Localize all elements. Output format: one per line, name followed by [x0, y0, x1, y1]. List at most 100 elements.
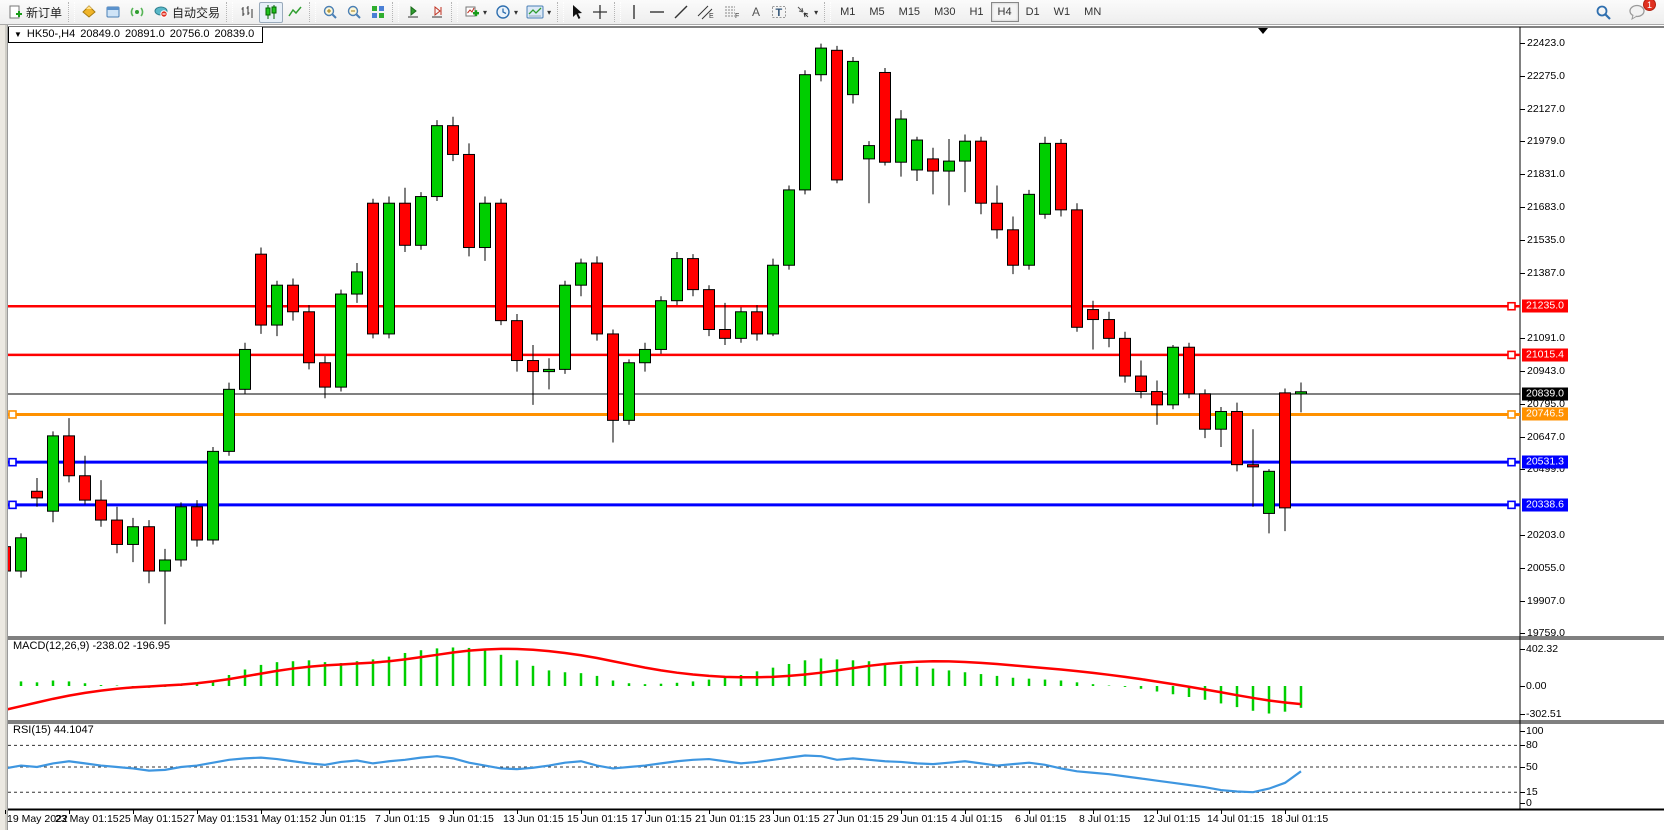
- macd-axis-tick: [1520, 713, 1525, 715]
- scroll-position-marker[interactable]: [1258, 28, 1268, 34]
- chart-shift-button[interactable]: [425, 2, 449, 23]
- toolbar-separator: [451, 2, 459, 22]
- zoom-in-button[interactable]: [318, 2, 342, 23]
- tile-windows-button[interactable]: [366, 2, 390, 23]
- chart-title-box[interactable]: ▼ HK50-,H4 20849.0 20891.0 20756.0 20839…: [8, 27, 264, 43]
- zoom-in-icon: [323, 5, 337, 19]
- time-axis-tick: [133, 810, 134, 814]
- toolbar-separator: [68, 2, 76, 22]
- rsi-axis-label: 15: [1526, 786, 1538, 799]
- price-axis-tick: [1520, 272, 1525, 274]
- indicators-button[interactable]: ▾: [460, 2, 491, 23]
- data-window-button[interactable]: [101, 2, 125, 23]
- new-order-icon: [9, 5, 22, 18]
- macd-axis-tick: [1520, 686, 1525, 687]
- timeframe-m1[interactable]: M1: [840, 6, 856, 18]
- text-tool[interactable]: A: [745, 2, 767, 23]
- timeframe-w1[interactable]: W1: [1053, 6, 1071, 18]
- timeframe-m15[interactable]: M15: [898, 6, 921, 18]
- indicators-icon: [465, 6, 480, 17]
- text-label-tool[interactable]: T: [767, 2, 791, 23]
- arrows-tool[interactable]: ▾: [791, 2, 822, 23]
- zoom-out-button[interactable]: [342, 2, 366, 23]
- bar-chart-button[interactable]: [235, 2, 259, 23]
- price-level-label[interactable]: 20746.5: [1522, 407, 1568, 421]
- signals-button[interactable]: [125, 2, 149, 23]
- line-chart-button[interactable]: [283, 2, 307, 23]
- timeframe-mn[interactable]: MN: [1084, 6, 1102, 18]
- market-watch-button[interactable]: [77, 2, 101, 23]
- chart-high: 20891.0: [124, 28, 165, 40]
- new-order-button[interactable]: 新订单: [4, 2, 66, 23]
- time-axis-tick: [517, 810, 518, 814]
- svg-text:F: F: [735, 13, 739, 20]
- time-axis-label: 19 May 2022: [7, 813, 68, 825]
- timeframe-d1[interactable]: D1: [1025, 6, 1040, 18]
- horizontal-line-tool[interactable]: [645, 2, 669, 23]
- toolbar-separator: [557, 2, 565, 22]
- time-axis-label: 9 Jun 01:15: [439, 813, 494, 825]
- price-axis-label: 21683.0: [1527, 200, 1565, 213]
- fibonacci-tool[interactable]: F: [719, 2, 745, 23]
- line-chart-icon: [288, 6, 302, 17]
- price-axis-label: 19759.0: [1527, 627, 1565, 640]
- new-order-label: 新订单: [26, 5, 63, 20]
- templates-button[interactable]: ▾: [522, 2, 555, 23]
- timeframe-m30[interactable]: M30: [934, 6, 956, 18]
- timeframe-m5[interactable]: M5: [869, 6, 885, 18]
- time-axis-label: 25 May 01:15: [119, 813, 183, 825]
- time-axis-tick: [1221, 810, 1222, 814]
- text-icon: A: [752, 5, 760, 19]
- time-axis-label: 27 Jun 01:15: [823, 813, 884, 825]
- timeframe-group: M1 M5 M15 M30 H1 H4 D1 W1 MN: [833, 2, 1108, 22]
- time-axis-tick: [1029, 810, 1030, 814]
- auto-scroll-button[interactable]: [401, 2, 425, 23]
- cursor-tool-button[interactable]: [566, 2, 588, 23]
- time-axis-label: 29 Jun 01:15: [887, 813, 948, 825]
- macd-axis-label: 402.32: [1526, 643, 1559, 656]
- price-axis-tick: [1520, 174, 1525, 176]
- main-toolbar: 新订单 自动交易 ▾ ▾: [0, 0, 1664, 25]
- time-axis-tick: [965, 810, 966, 814]
- search-button[interactable]: [1591, 2, 1616, 23]
- equidistant-channel-tool[interactable]: E: [693, 2, 719, 23]
- price-axis-tick: [1520, 469, 1525, 471]
- toolbar-separator: [824, 2, 832, 22]
- price-level-label[interactable]: 20839.0: [1522, 387, 1568, 401]
- chart-open: 20849.0: [80, 28, 120, 40]
- trendline-tool[interactable]: [669, 2, 693, 23]
- price-axis-label: 21091.0: [1527, 332, 1565, 345]
- price-axis-tick: [1520, 600, 1525, 602]
- time-axis-label: 23 May 01:15: [55, 813, 119, 825]
- time-axis-label: 6 Jul 01:15: [1015, 813, 1067, 825]
- price-level-label[interactable]: 21015.4: [1522, 348, 1568, 362]
- price-axis-label: 21979.0: [1527, 135, 1565, 148]
- timeframe-h4[interactable]: H4: [990, 2, 1019, 22]
- autotrade-button[interactable]: 自动交易: [149, 2, 224, 23]
- candlestick-chart-button[interactable]: [259, 1, 284, 23]
- price-axis-tick: [1520, 75, 1525, 77]
- toolbar-separator: [226, 2, 234, 22]
- price-level-label[interactable]: 20338.6: [1522, 498, 1568, 512]
- crosshair-tool-button[interactable]: [588, 2, 612, 23]
- time-axis-tick: [325, 810, 326, 814]
- price-axis-label: 20943.0: [1527, 364, 1565, 377]
- price-axis-tick: [1520, 206, 1525, 208]
- search-icon: [1596, 5, 1611, 20]
- period-button[interactable]: ▾: [491, 2, 522, 23]
- timeframe-h1[interactable]: H1: [969, 6, 984, 18]
- time-axis-label: 27 May 01:15: [183, 813, 247, 825]
- vertical-line-tool[interactable]: [623, 2, 645, 23]
- price-level-label[interactable]: 21235.0: [1522, 299, 1568, 313]
- chevron-down-icon: ▼: [14, 29, 22, 39]
- toolbar-separator: [392, 2, 400, 22]
- candlestick-icon: [265, 5, 277, 19]
- svg-text:T: T: [776, 7, 783, 19]
- window-icon: [106, 6, 120, 18]
- time-axis-tick: [1285, 810, 1286, 814]
- price-level-label[interactable]: 20531.3: [1522, 455, 1568, 469]
- notifications-button[interactable]: 1: [1624, 0, 1656, 23]
- time-axis-label: 14 Jul 01:15: [1207, 813, 1265, 825]
- rsi-axis-label: 100: [1526, 725, 1544, 737]
